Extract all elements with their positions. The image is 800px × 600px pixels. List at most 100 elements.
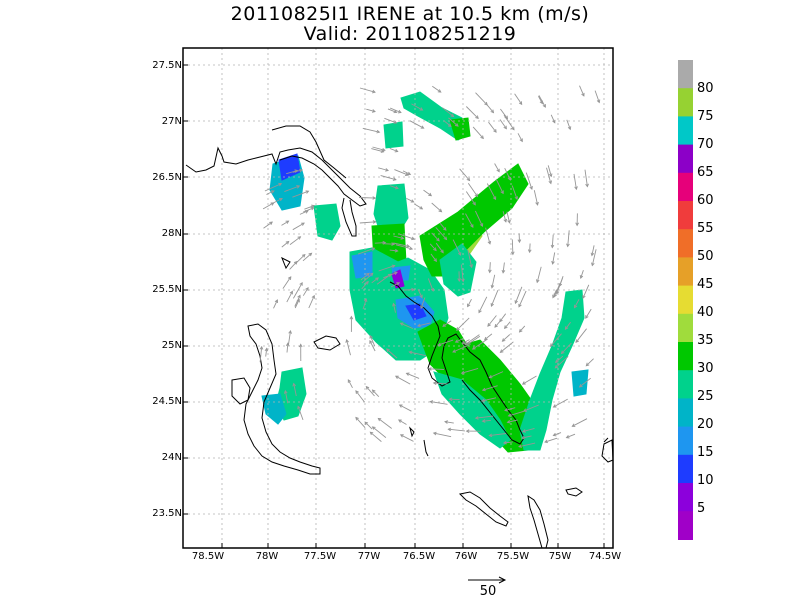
- wind-vector-head: [437, 342, 442, 347]
- wind-vector: [460, 264, 464, 282]
- wind-vector: [536, 266, 542, 283]
- wind-vector-head: [386, 348, 390, 352]
- wind-vector: [555, 356, 569, 369]
- wind-vector-head: [398, 404, 403, 408]
- wind-vector: [361, 272, 374, 284]
- wind-vector: [266, 190, 275, 195]
- lat-label-27: 27N: [161, 116, 182, 127]
- wind-vector-head: [397, 109, 402, 114]
- wind-vector-head: [481, 419, 486, 423]
- wind-vector-head: [375, 277, 379, 281]
- wind-speed-region: [439, 243, 477, 297]
- wind-vector: [550, 333, 562, 347]
- wind-vector-head: [596, 99, 601, 104]
- wind-vector-head: [566, 243, 570, 248]
- wind-vector-head: [585, 362, 590, 367]
- wind-vector-head: [443, 236, 448, 241]
- wind-vector-head: [488, 433, 493, 438]
- wind-vector-head: [590, 252, 595, 257]
- wind-vector: [566, 433, 576, 439]
- wind-vector: [399, 404, 412, 412]
- wind-vector-head: [432, 381, 437, 385]
- wind-vector: [506, 211, 511, 223]
- wind-speed-region: [571, 369, 589, 397]
- wind-vector-head: [507, 176, 511, 181]
- colorbar-label-25: 25: [697, 389, 714, 404]
- colorbar-label-65: 65: [697, 165, 714, 180]
- wind-vector-head: [542, 104, 546, 108]
- reference-vector: [468, 576, 507, 584]
- wind-vector-head: [493, 129, 497, 133]
- wind-vector: [286, 343, 289, 353]
- wind-vector-head: [391, 264, 396, 269]
- wind-vector: [567, 230, 570, 247]
- wind-vector-head: [285, 240, 290, 245]
- wind-vector-head: [535, 201, 539, 206]
- wind-vector-head: [549, 343, 554, 348]
- wind-vector-head: [539, 100, 543, 105]
- wind-vector: [478, 296, 488, 313]
- lat-label-24: 24N: [161, 452, 182, 463]
- lat-label-23-5: 23.5N: [152, 508, 182, 519]
- wind-vector-head: [397, 419, 402, 423]
- wind-vector: [270, 198, 283, 205]
- wind-vector-head: [393, 271, 398, 275]
- wind-vector-head: [450, 113, 455, 118]
- wind-vector: [467, 249, 473, 268]
- wind-vector-head: [460, 370, 465, 375]
- lat-label-24-5: 24.5N: [152, 396, 182, 407]
- wind-vector-head: [469, 264, 473, 269]
- wind-vector: [572, 418, 588, 427]
- wind-vector: [503, 441, 513, 444]
- colorbar-label-5: 5: [697, 501, 706, 516]
- wind-vector-head: [372, 220, 377, 224]
- colorbar-label-35: 35: [697, 333, 714, 348]
- wind-vector-head: [544, 439, 548, 444]
- wind-vector-head: [311, 204, 315, 209]
- wind-vector-head: [552, 432, 557, 437]
- wind-vector: [409, 351, 427, 357]
- wind-speed-region: [383, 121, 404, 149]
- wind-vector-head: [433, 247, 437, 252]
- wind-vector-head: [428, 192, 433, 197]
- wind-vector: [378, 265, 395, 272]
- coastline-segment: [281, 256, 291, 270]
- colorbar-segment: [678, 483, 693, 512]
- wind-vector: [464, 334, 480, 345]
- wind-vector: [433, 432, 452, 438]
- wind-vector: [465, 106, 479, 119]
- wind-vector: [389, 147, 398, 152]
- wind-vector-head: [369, 431, 374, 436]
- wind-vector: [438, 339, 454, 346]
- wind-vector: [552, 252, 556, 264]
- wind-vector-head: [363, 298, 368, 303]
- wind-vector-head: [305, 190, 310, 194]
- wind-vector: [366, 108, 376, 113]
- wind-vector: [546, 167, 552, 184]
- wind-vector: [282, 276, 292, 289]
- wind-vector-head: [554, 364, 559, 369]
- wind-vector-head: [270, 190, 275, 194]
- wind-vector: [465, 191, 476, 206]
- lon-label-75: 75W: [548, 551, 572, 562]
- lon-label-78-5: 78.5W: [191, 551, 225, 562]
- wind-vector-head: [555, 290, 560, 295]
- wind-vector: [538, 95, 543, 104]
- wind-vector-head: [465, 429, 470, 433]
- wind-vector-head: [399, 434, 404, 438]
- wind-vector: [402, 170, 411, 175]
- wind-vector: [489, 262, 491, 273]
- wind-vector-head: [420, 125, 425, 129]
- wind-vector-head: [294, 169, 299, 173]
- wind-vector-head: [550, 244, 555, 249]
- wind-vector: [475, 415, 494, 419]
- map-title: 20110825I1 IRENE at 10.5 km (m/s): [230, 3, 590, 25]
- wind-vector: [573, 173, 577, 190]
- wind-vector-head: [355, 416, 359, 421]
- wind-vector-head: [461, 340, 466, 344]
- wind-vector: [302, 252, 312, 262]
- wind-vector: [474, 210, 483, 227]
- wind-vector-head: [504, 408, 509, 412]
- wind-vector-head: [496, 168, 500, 173]
- wind-vector: [553, 284, 560, 297]
